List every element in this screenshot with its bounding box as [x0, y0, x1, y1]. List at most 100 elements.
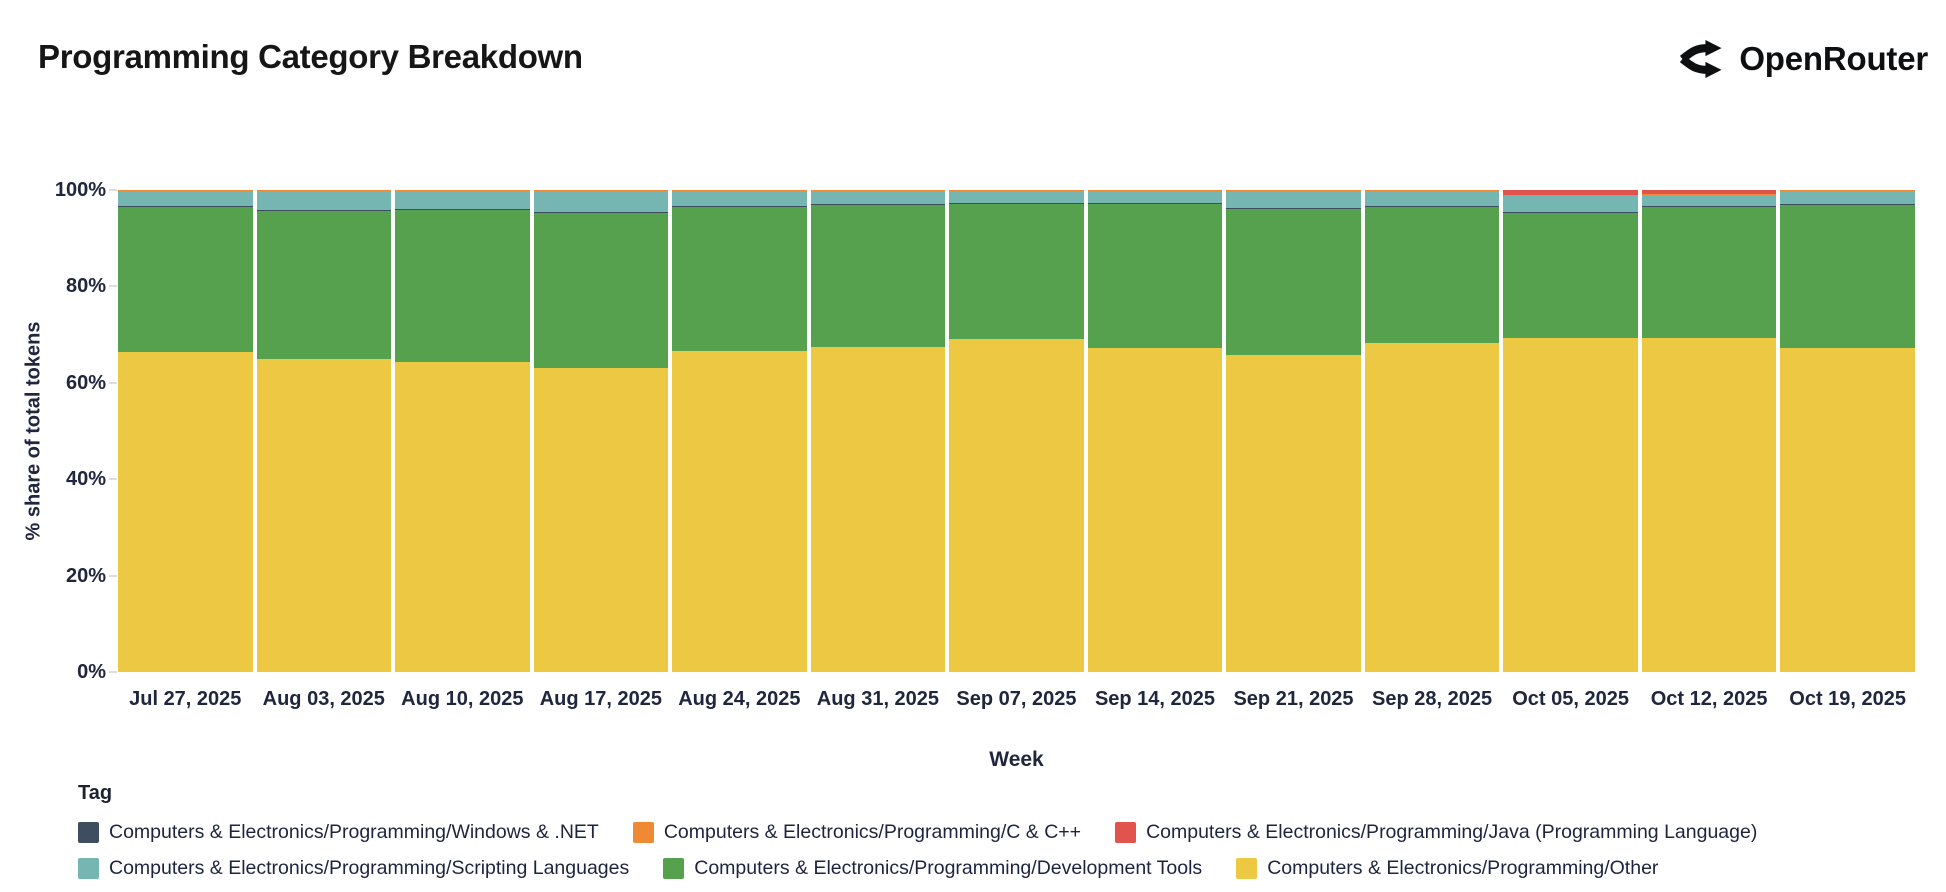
bar-segment-other[interactable]: [1503, 338, 1638, 672]
bar-segment-other[interactable]: [672, 351, 807, 672]
bar-segment-c-cpp[interactable]: [1503, 194, 1638, 197]
bar-column[interactable]: [1364, 190, 1500, 672]
bar-column[interactable]: [1087, 190, 1223, 672]
bar-segment-windows-net[interactable]: [1641, 206, 1777, 208]
legend-item-java[interactable]: Computers & Electronics/Programming/Java…: [1115, 821, 1757, 844]
legend-item-windows-net[interactable]: Computers & Electronics/Programming/Wind…: [78, 821, 599, 844]
bar-segment-scripting-languages[interactable]: [118, 191, 253, 207]
bar-segment-c-cpp[interactable]: [395, 190, 530, 192]
bar-column[interactable]: [1780, 190, 1915, 672]
bar-segment-c-cpp[interactable]: [1641, 193, 1777, 196]
bar-segment-other[interactable]: [810, 347, 946, 672]
bar-column[interactable]: [256, 190, 392, 672]
bar-segment-scripting-languages[interactable]: [1087, 191, 1223, 203]
bar-segment-java[interactable]: [1503, 190, 1638, 195]
bar-segment-windows-net[interactable]: [395, 208, 530, 210]
bar-column[interactable]: [533, 190, 669, 672]
bar-segment-c-cpp[interactable]: [810, 190, 946, 192]
bar-segment-java[interactable]: [1641, 190, 1777, 194]
y-axis-labels: 0% 20% 40% 60% 80% 100%: [0, 180, 106, 682]
bar-column[interactable]: [1226, 190, 1361, 672]
y-tick-label: 0%: [77, 661, 106, 683]
bar-column[interactable]: [949, 190, 1084, 672]
bar-segment-c-cpp[interactable]: [672, 190, 807, 192]
bar-segment-c-cpp[interactable]: [949, 190, 1084, 192]
bar-column[interactable]: [810, 190, 946, 672]
bar-segment-other[interactable]: [1641, 337, 1777, 672]
x-tick-label: Jul 27, 2025: [129, 688, 242, 710]
bar-segment-development-tools[interactable]: [1641, 207, 1777, 338]
legend-swatch-windows-net: [78, 822, 99, 843]
legend-swatch-development-tools: [663, 858, 685, 879]
bar-segment-other[interactable]: [1780, 347, 1915, 672]
bar-segment-c-cpp[interactable]: [256, 190, 392, 192]
openrouter-logo-icon: [1680, 40, 1722, 78]
legend-row-2: Computers & Electronics/Programming/Scri…: [78, 857, 1888, 880]
bar-segment-windows-net[interactable]: [1503, 212, 1638, 214]
bar-segment-c-cpp[interactable]: [533, 190, 669, 192]
legend-item-c-cpp[interactable]: Computers & Electronics/Programming/C & …: [632, 821, 1081, 844]
bar-segment-c-cpp[interactable]: [1226, 190, 1361, 192]
bar-segment-development-tools[interactable]: [1503, 213, 1638, 339]
x-tick-label: Sep 28, 2025: [1372, 688, 1493, 710]
bar-segment-development-tools[interactable]: [256, 210, 392, 359]
bar-segment-development-tools[interactable]: [1226, 209, 1361, 356]
bar-segment-other[interactable]: [118, 352, 253, 672]
legend-item-development-tools[interactable]: Computers & Electronics/Programming/Deve…: [663, 857, 1202, 880]
legend-label: Computers & Electronics/Programming/Scri…: [109, 857, 630, 879]
y-tickmark: [109, 285, 117, 288]
bar-segment-windows-net[interactable]: [810, 204, 946, 205]
bar-segment-development-tools[interactable]: [1087, 203, 1223, 348]
x-tick-label: Aug 31, 2025: [816, 688, 940, 710]
bar-segment-c-cpp[interactable]: [1087, 190, 1223, 192]
bar-segment-c-cpp[interactable]: [1780, 190, 1915, 192]
legend-item-other[interactable]: Computers & Electronics/Programming/Othe…: [1236, 857, 1658, 880]
bar-segment-development-tools[interactable]: [672, 207, 807, 351]
bar-segment-windows-net[interactable]: [949, 203, 1084, 204]
bar-segment-development-tools[interactable]: [118, 207, 253, 353]
bar-segment-windows-net[interactable]: [1364, 206, 1500, 208]
bar-segment-development-tools[interactable]: [395, 209, 530, 363]
bar-segment-windows-net[interactable]: [533, 211, 669, 213]
bar-segment-scripting-languages[interactable]: [1780, 191, 1915, 204]
bar-segment-windows-net[interactable]: [256, 209, 392, 211]
bar-segment-windows-net[interactable]: [1087, 202, 1223, 204]
bar-segment-other[interactable]: [1226, 355, 1361, 672]
bar-segment-development-tools[interactable]: [533, 212, 669, 368]
bar-segment-other[interactable]: [1087, 347, 1223, 672]
bar-segment-scripting-languages[interactable]: [672, 191, 807, 207]
bar-column[interactable]: [672, 190, 807, 672]
bar-segment-scripting-languages[interactable]: [1641, 195, 1777, 207]
bar-segment-scripting-languages[interactable]: [1226, 191, 1361, 209]
bar-segment-windows-net[interactable]: [118, 206, 253, 208]
legend-row-1: Computers & Electronics/Programming/Wind…: [78, 821, 1888, 844]
bar-column[interactable]: [1503, 190, 1638, 672]
bar-segment-other[interactable]: [949, 338, 1084, 672]
bar-segment-scripting-languages[interactable]: [1503, 196, 1638, 213]
bar-segment-development-tools[interactable]: [1364, 207, 1500, 343]
bar-segment-other[interactable]: [395, 362, 530, 672]
bar-column[interactable]: [395, 190, 530, 672]
bar-segment-scripting-languages[interactable]: [810, 191, 946, 204]
bar-segment-other[interactable]: [1364, 342, 1500, 672]
x-tick-label: Sep 21, 2025: [1233, 688, 1354, 710]
bar-segment-other[interactable]: [533, 367, 669, 672]
bar-segment-development-tools[interactable]: [949, 204, 1084, 339]
bar-segment-windows-net[interactable]: [672, 206, 807, 208]
bar-segment-c-cpp[interactable]: [1364, 190, 1500, 192]
bar-segment-c-cpp[interactable]: [118, 190, 253, 192]
bar-column[interactable]: [118, 190, 253, 672]
bar-segment-scripting-languages[interactable]: [949, 191, 1084, 204]
bar-segment-scripting-languages[interactable]: [1364, 191, 1500, 207]
bar-segment-scripting-languages[interactable]: [395, 191, 530, 209]
bar-segment-development-tools[interactable]: [810, 204, 946, 348]
bar-segment-development-tools[interactable]: [1780, 204, 1915, 348]
bar-segment-windows-net[interactable]: [1780, 204, 1915, 205]
legend-item-scripting-languages[interactable]: Computers & Electronics/Programming/Scri…: [78, 857, 629, 880]
bar-segment-scripting-languages[interactable]: [533, 191, 669, 212]
bar-segment-other[interactable]: [256, 358, 392, 672]
bar-segment-windows-net[interactable]: [1226, 208, 1361, 210]
bar-column[interactable]: [1641, 190, 1777, 672]
bar-segment-scripting-languages[interactable]: [256, 191, 392, 210]
